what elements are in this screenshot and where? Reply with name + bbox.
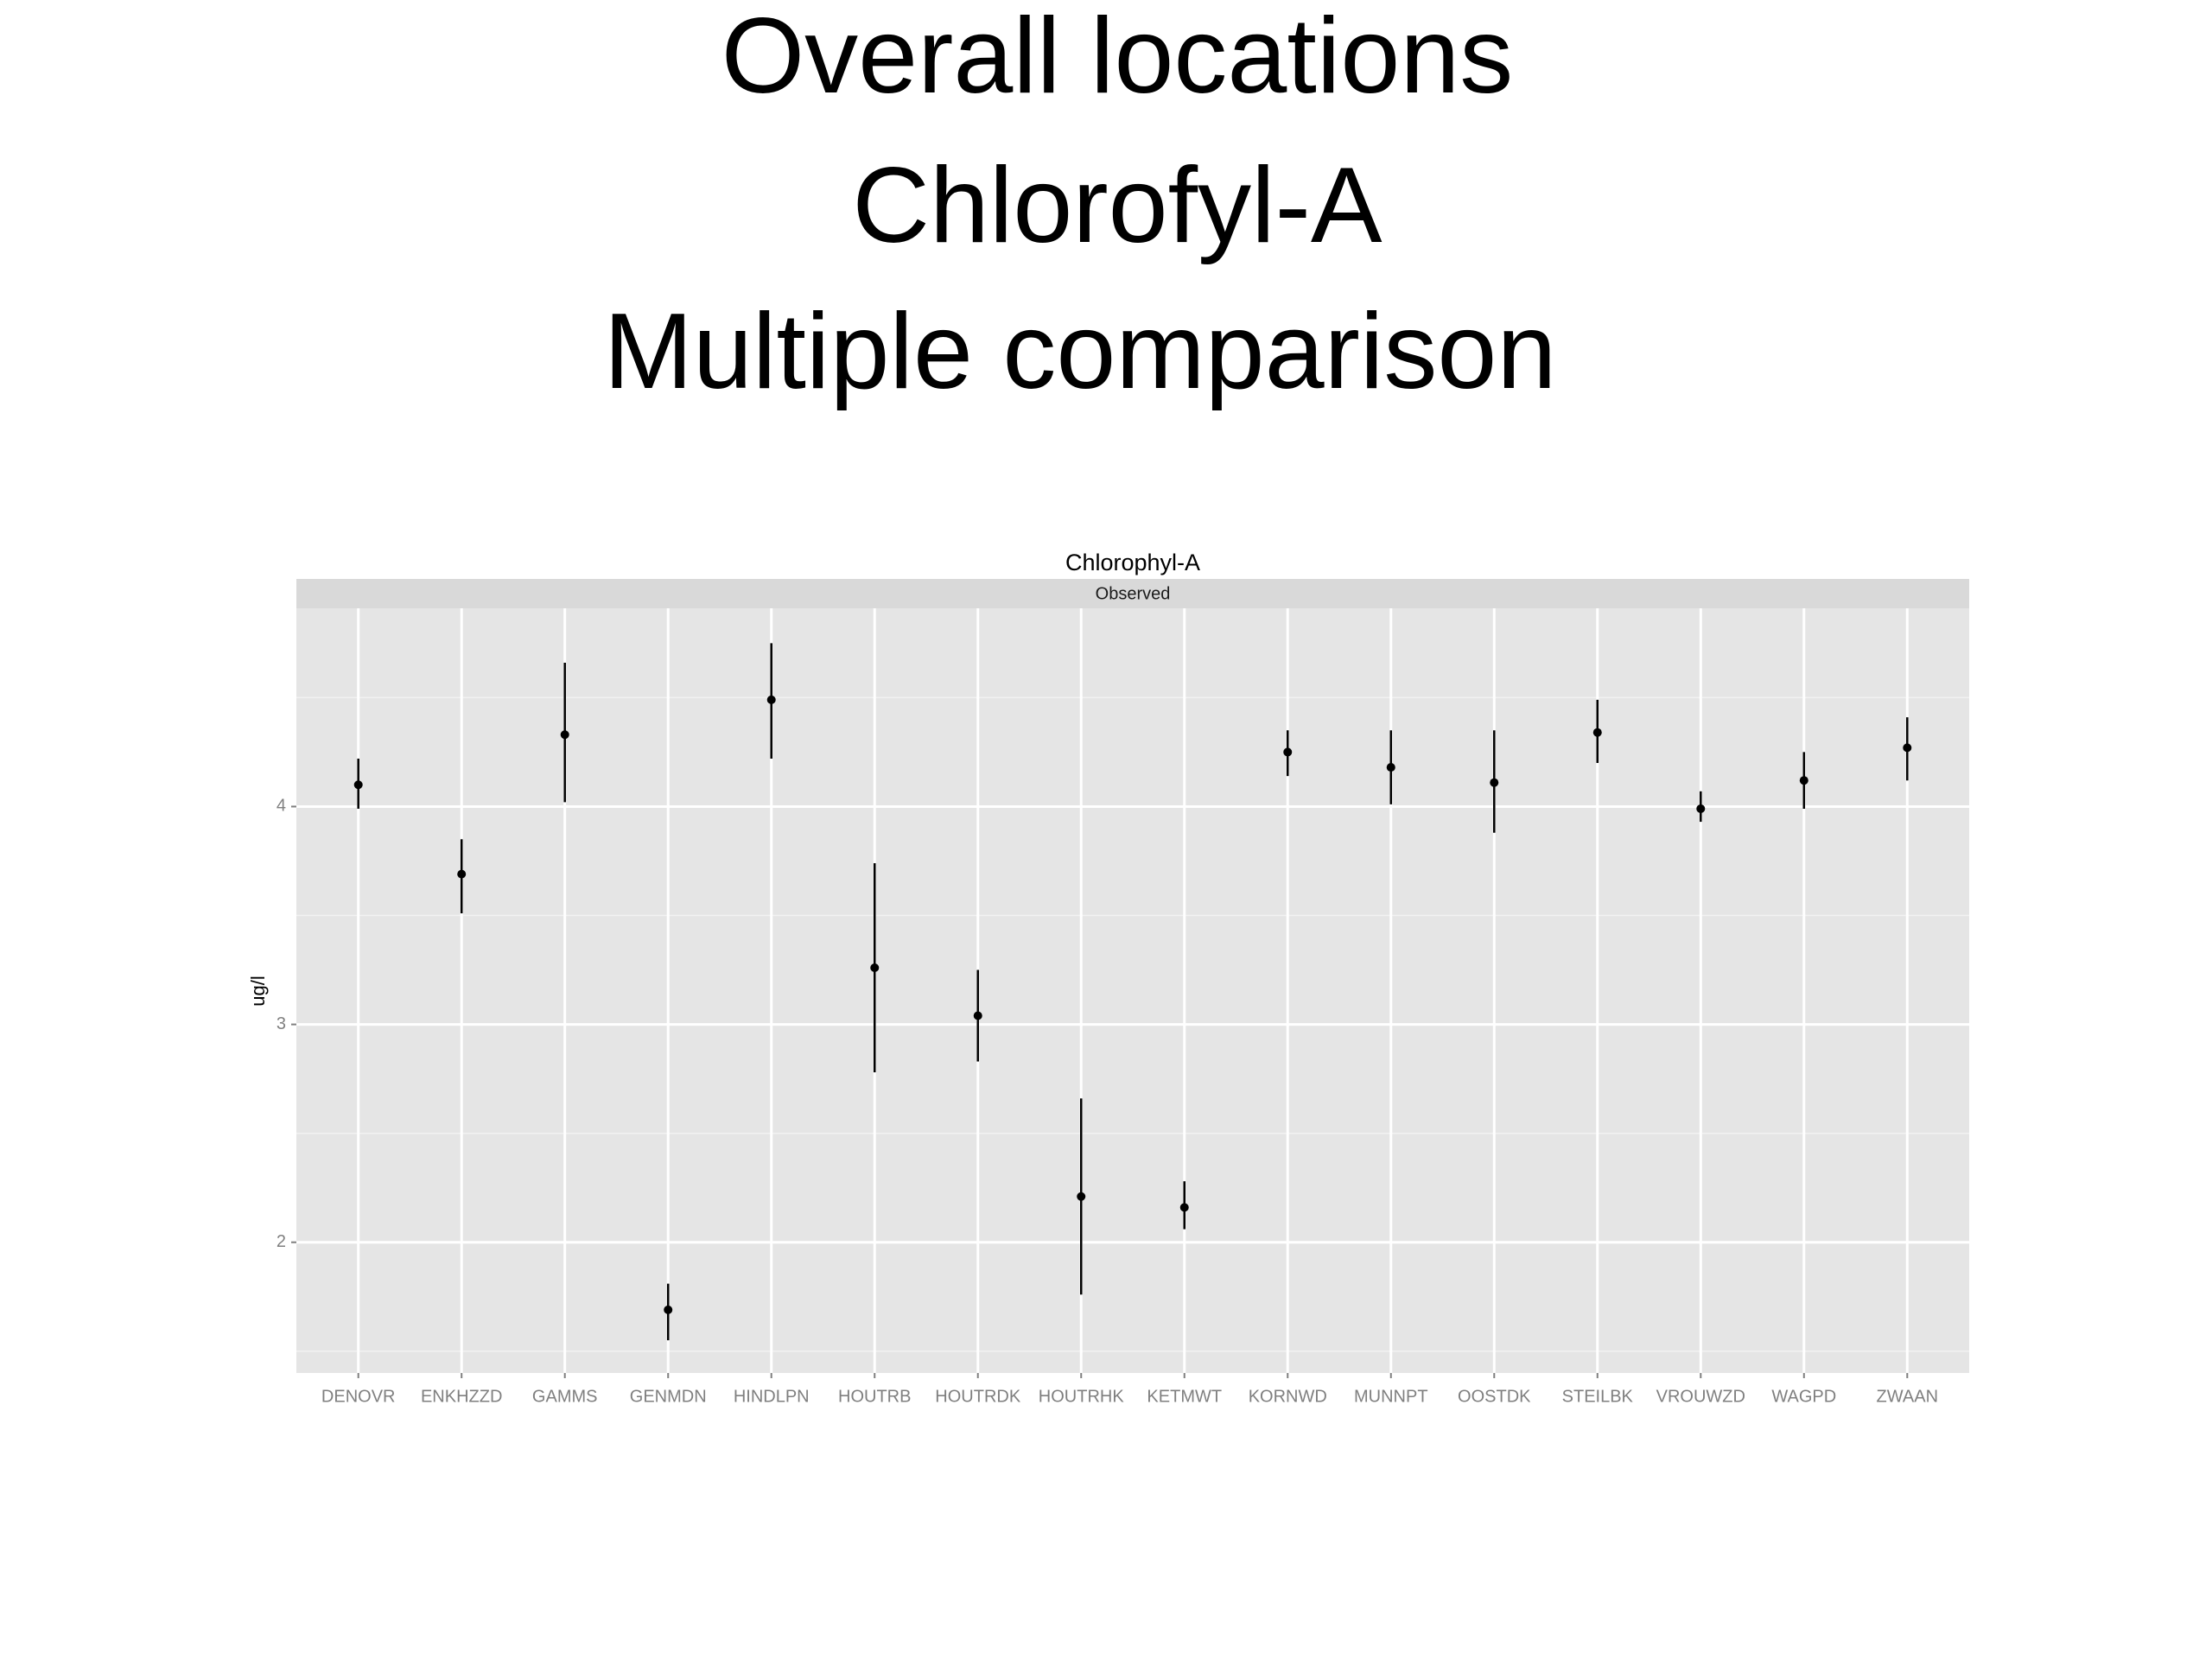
x-tick-label: MUNNPT bbox=[1354, 1387, 1428, 1406]
point bbox=[1283, 747, 1293, 757]
x-tick-label: KORNWD bbox=[1249, 1387, 1327, 1406]
x-tick-label: OOSTDK bbox=[1458, 1387, 1531, 1406]
point bbox=[1799, 776, 1808, 785]
plot-panel bbox=[296, 608, 1969, 1373]
y-tick-label: 4 bbox=[276, 797, 286, 816]
point bbox=[973, 1011, 982, 1020]
point bbox=[1903, 743, 1912, 753]
point bbox=[457, 869, 467, 879]
x-tick-label: KETMWT bbox=[1147, 1387, 1222, 1406]
point bbox=[560, 730, 569, 740]
x-tick-label: ZWAAN bbox=[1877, 1387, 1938, 1406]
slide-title: Overall locations bbox=[721, 0, 1514, 116]
y-tick-label: 3 bbox=[276, 1014, 286, 1033]
x-tick-label: GAMMS bbox=[532, 1387, 598, 1406]
x-tick-label: ENKHZZD bbox=[421, 1387, 502, 1406]
point bbox=[1077, 1192, 1086, 1201]
slide-title: Chlorofyl-A bbox=[852, 146, 1382, 265]
point bbox=[1179, 1203, 1189, 1212]
x-tick-label: GENMDN bbox=[630, 1387, 707, 1406]
point bbox=[664, 1305, 673, 1314]
slide-title: Multiple comparison bbox=[604, 292, 1557, 411]
point bbox=[1490, 778, 1499, 787]
x-tick-label: HOUTRHK bbox=[1039, 1387, 1125, 1406]
x-tick-label: WAGPD bbox=[1771, 1387, 1836, 1406]
y-tick-label: 2 bbox=[276, 1232, 286, 1251]
point bbox=[353, 780, 363, 790]
x-tick-label: VROUWZD bbox=[1656, 1387, 1745, 1406]
x-tick-label: DENOVR bbox=[321, 1387, 396, 1406]
point bbox=[766, 695, 776, 704]
x-tick-label: HOUTRB bbox=[838, 1387, 911, 1406]
point bbox=[1386, 763, 1395, 772]
facet-strip bbox=[296, 579, 1969, 608]
point bbox=[870, 963, 880, 973]
x-tick-label: HOUTRDK bbox=[935, 1387, 1021, 1406]
x-tick-label: HINDLPN bbox=[734, 1387, 810, 1406]
point bbox=[1592, 728, 1602, 737]
x-tick-label: STEILBK bbox=[1562, 1387, 1634, 1406]
chart-title: Chlorophyl-A bbox=[1065, 550, 1200, 575]
point bbox=[1696, 804, 1706, 813]
facet-label: Observed bbox=[1096, 584, 1171, 603]
y-axis-label: ug/l bbox=[247, 976, 269, 1006]
